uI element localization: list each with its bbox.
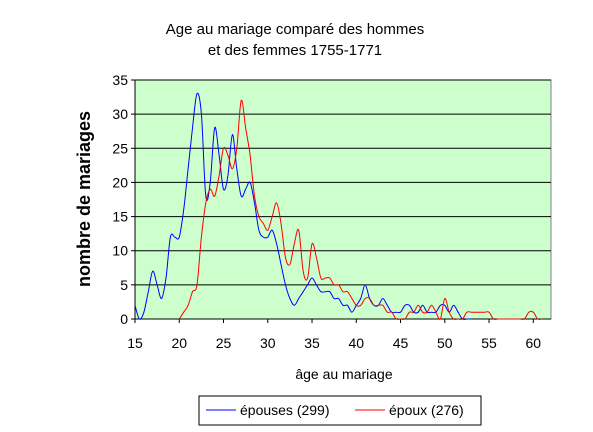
x-tick-label-25: 25: [216, 335, 232, 351]
series-line-1: [178, 99, 543, 320]
x-tick-label-20: 20: [171, 335, 187, 351]
x-tick-label-30: 30: [260, 335, 276, 351]
y-tick-label-25: 25: [112, 140, 128, 156]
x-tick-label-60: 60: [526, 335, 542, 351]
x-tick-label-45: 45: [393, 335, 409, 351]
y-tick-label-30: 30: [112, 106, 128, 122]
x-axis-label: âge au mariage: [295, 366, 393, 382]
series-line-0: [134, 92, 472, 320]
axes: [134, 80, 551, 320]
legend-label-epoux: époux (276): [389, 402, 464, 418]
series-lines: [134, 92, 543, 320]
gridlines: [135, 79, 551, 286]
y-tick-labels: 0 5 10 15 20 25 30 35: [112, 72, 135, 327]
x-tick-label-50: 50: [437, 335, 453, 351]
y-tick-label-0: 0: [120, 311, 128, 327]
y-tick-label-15: 15: [112, 209, 128, 225]
x-tick-label-35: 35: [304, 335, 320, 351]
y-tick-label-20: 20: [112, 174, 128, 190]
y-tick-label-5: 5: [120, 277, 128, 293]
y-axis-label: nombre de mariages: [74, 111, 94, 287]
legend-label-epouses: épouses (299): [240, 402, 330, 418]
x-tick-labels: 15 20 25 30 35 40 45 50 55 60: [127, 319, 541, 351]
legend: épouses (299) époux (276): [198, 395, 482, 426]
y-tick-label-35: 35: [112, 72, 128, 88]
x-tick-label-55: 55: [481, 335, 497, 351]
chart-title-line-2: et des femmes 1755-1771: [208, 42, 382, 59]
plot-area: [134, 79, 552, 320]
y-tick-label-10: 10: [112, 243, 128, 259]
x-tick-label-40: 40: [348, 335, 364, 351]
x-tick-label-15: 15: [127, 335, 143, 351]
chart-title-line-1: Age au mariage comparé des hommes: [166, 21, 424, 38]
legend-box: [198, 395, 482, 426]
